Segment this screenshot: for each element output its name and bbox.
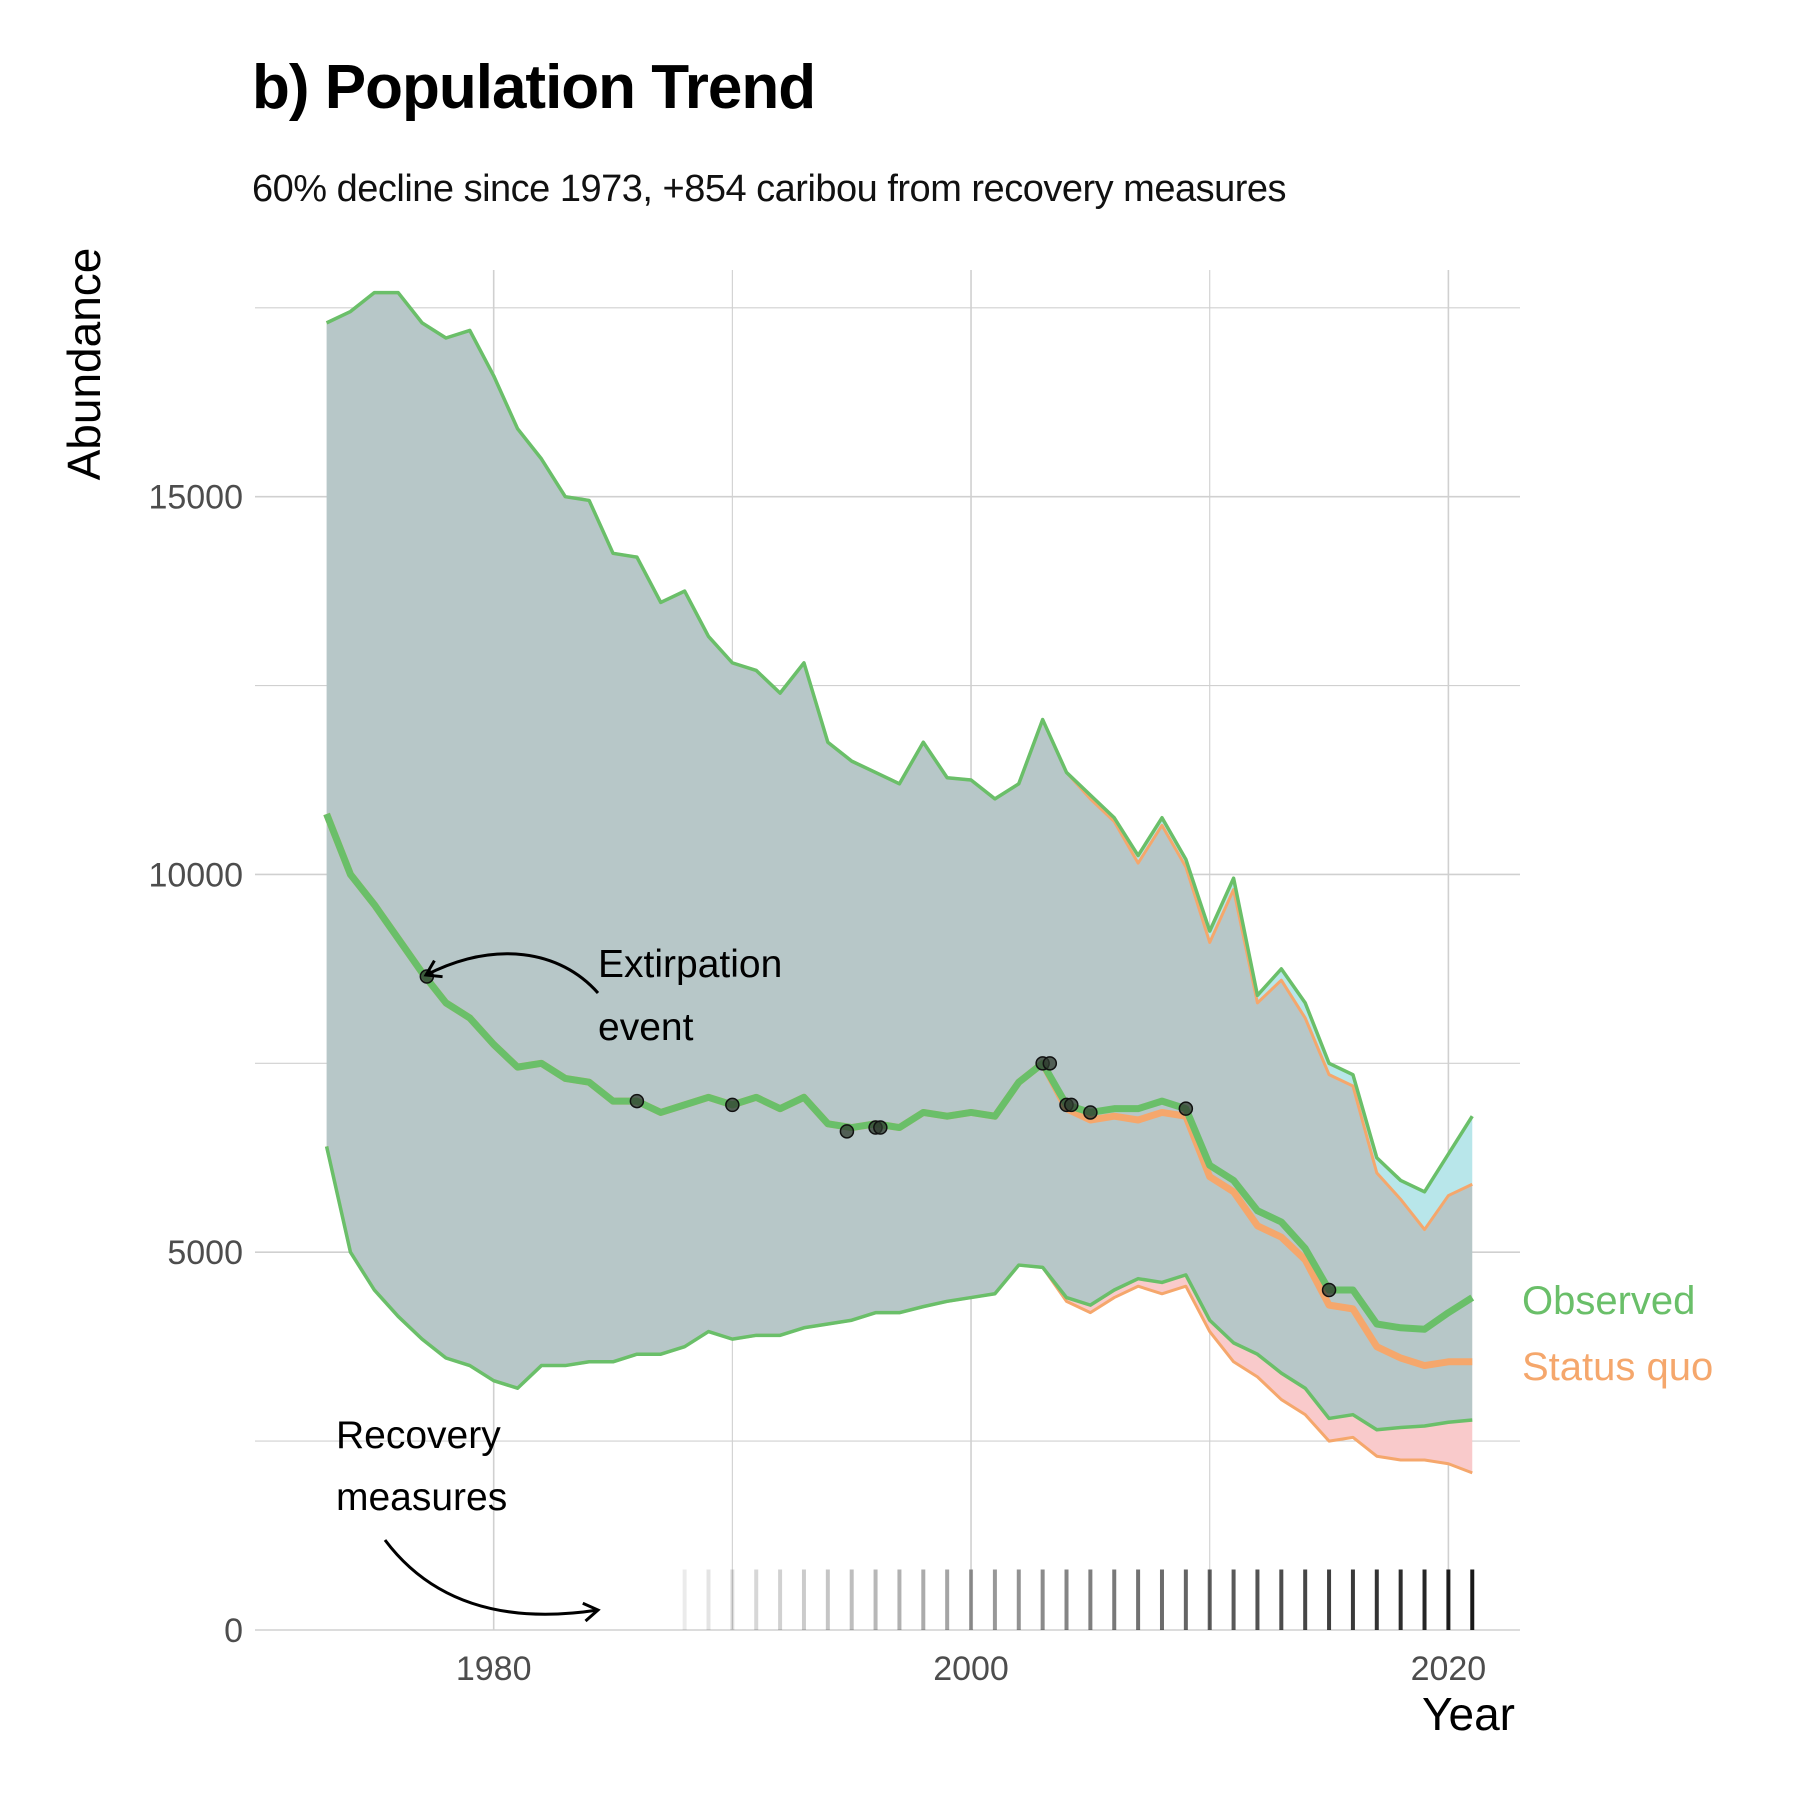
observation-points — [419, 969, 1337, 1298]
legend-observed: Observed — [1522, 1279, 1695, 1323]
y-tick-label: 10000 — [148, 856, 243, 894]
y-axis-title: Abundance — [58, 248, 110, 481]
observed-upper-bound — [325, 290, 1474, 1194]
confidence-ribbons — [326, 292, 1473, 1473]
observation-point — [839, 1124, 855, 1139]
observation-point — [1083, 1105, 1098, 1120]
y-tick-label: 5000 — [167, 1234, 243, 1272]
extirpation-arrow — [423, 952, 600, 994]
observation-point — [1321, 1282, 1337, 1298]
observation-point — [1064, 1097, 1079, 1113]
x-axis-title: Year — [1422, 1688, 1515, 1740]
observed-line — [323, 812, 1475, 1333]
x-tick-label: 2020 — [1411, 1650, 1487, 1688]
chart-subtitle: 60% decline since 1973, +854 caribou fro… — [252, 168, 1287, 210]
recovery-annotation-line2: measures — [336, 1476, 507, 1519]
axis-tick-labels: 0 5000 10000 15000 1980 2000 2020 — [148, 479, 1486, 1688]
extirpation-annotation-line1: Extirpation — [598, 943, 782, 986]
trend-lines — [323, 290, 1475, 1475]
observation-point — [1042, 1056, 1058, 1071]
observation-point — [725, 1097, 740, 1113]
y-tick-label: 15000 — [148, 479, 243, 517]
recovery-arrow — [383, 1539, 601, 1623]
recovery-annotation-line1: Recovery — [336, 1414, 501, 1457]
observation-point — [873, 1120, 888, 1135]
observation-point — [1178, 1101, 1194, 1116]
observed-lower-bound — [324, 1146, 1473, 1432]
x-tick-label: 1980 — [456, 1650, 532, 1688]
x-tick-label: 2000 — [933, 1650, 1009, 1688]
chart-title: b) Population Trend — [252, 53, 816, 122]
y-tick-label: 0 — [224, 1612, 243, 1650]
ribbon-shared — [326, 292, 1473, 1430]
observation-point — [629, 1093, 645, 1109]
legend-status-quo: Status quo — [1522, 1345, 1713, 1389]
recovery-measure-ticks — [682, 1569, 1475, 1630]
extirpation-annotation-line2: event — [598, 1006, 694, 1049]
